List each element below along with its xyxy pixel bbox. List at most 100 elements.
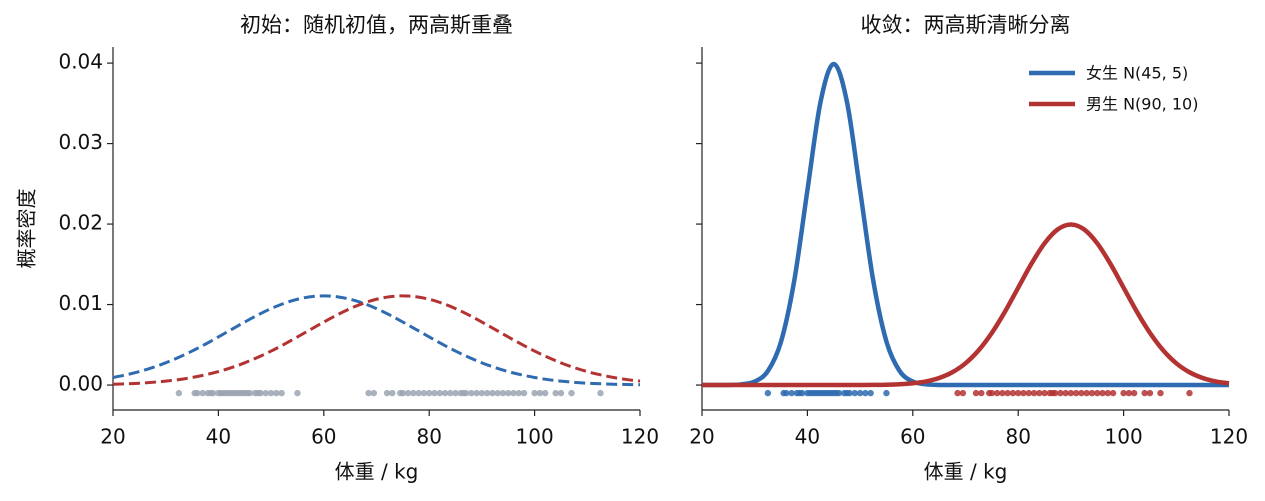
sample-point: [1009, 389, 1017, 397]
sample-point: [1109, 389, 1117, 397]
sample-point: [851, 389, 859, 397]
x-tick-label: 80: [416, 425, 441, 449]
sample-point: [468, 389, 475, 397]
sample-point: [536, 389, 544, 397]
y-tick-label: 0.01: [58, 291, 103, 315]
sample-point: [489, 389, 496, 397]
sample-point: [370, 389, 378, 397]
y-tick-label: 0.02: [58, 211, 103, 235]
sample-point: [1083, 389, 1090, 397]
sample-point: [399, 389, 407, 397]
sample-point: [798, 389, 806, 397]
sample-point: [483, 389, 491, 397]
sample-point: [478, 389, 486, 397]
sample-point: [365, 389, 372, 397]
sample-point: [835, 389, 843, 397]
sample-point: [389, 389, 396, 397]
sample-point: [431, 389, 438, 397]
x-tick-label: 60: [311, 425, 336, 449]
sample-point: [788, 389, 795, 397]
sample-point: [883, 389, 890, 397]
sample-point: [510, 389, 517, 397]
sample-point: [420, 389, 428, 397]
sample-point: [426, 389, 433, 397]
sample-point: [862, 389, 869, 397]
x-tick-label: 60: [900, 425, 925, 449]
y-tick-label: 0.04: [58, 50, 103, 74]
sample-point: [447, 389, 454, 397]
sample-point: [1094, 389, 1101, 397]
sample-point: [1051, 389, 1059, 397]
sample-point: [175, 389, 183, 397]
y-axis-label: 概率密度: [15, 189, 39, 269]
x-tick-label: 100: [1105, 425, 1143, 449]
x-tick-label: 120: [621, 425, 659, 449]
sample-point: [262, 389, 270, 397]
x-tick-label: 20: [100, 425, 125, 449]
sample-point: [383, 389, 391, 397]
sample-point: [846, 389, 853, 397]
sample-point: [1020, 389, 1027, 397]
sample-point: [1141, 389, 1148, 397]
sample-point: [867, 389, 874, 397]
sample-point: [993, 389, 1001, 397]
sample-point: [978, 389, 985, 397]
density-curve: [701, 61, 1229, 388]
sample-point: [246, 389, 254, 397]
sample-point: [441, 389, 449, 397]
y-tick-label: 0.00: [58, 372, 103, 396]
sample-point: [1004, 389, 1011, 397]
sample-point: [1015, 389, 1022, 397]
sample-point: [1030, 389, 1038, 397]
sample-point: [473, 389, 480, 397]
sample-point: [1157, 389, 1164, 397]
chart-title: 收敛：两高斯清晰分离: [861, 13, 1071, 37]
sample-point: [988, 389, 996, 397]
x-tick-label: 100: [516, 425, 554, 449]
x-axis-label: 体重 / kg: [924, 460, 1008, 484]
sample-point: [1125, 389, 1133, 397]
x-axis-label: 体重 / kg: [335, 460, 419, 484]
sample-point: [552, 389, 559, 397]
chart-title: 初始：随机初值，两高斯重叠: [240, 13, 513, 37]
sample-point: [959, 389, 967, 397]
sample-point: [999, 389, 1006, 397]
sample-point: [1099, 389, 1106, 397]
x-tick-label: 40: [795, 425, 820, 449]
sample-point: [1036, 389, 1043, 397]
sample-point: [972, 389, 980, 397]
sample-point: [520, 389, 528, 397]
sample-point: [294, 389, 301, 397]
sample-point: [1120, 389, 1127, 397]
sample-point: [278, 389, 285, 397]
sample-point: [1078, 389, 1085, 397]
x-tick-label: 120: [1210, 425, 1248, 449]
sample-point: [1146, 389, 1154, 397]
density-curve: [701, 222, 1230, 388]
sample-point: [257, 389, 264, 397]
sample-point: [1130, 389, 1138, 397]
x-tick-label: 20: [689, 425, 714, 449]
density-curve: [112, 294, 641, 387]
sample-point: [462, 389, 470, 397]
sample-point: [954, 389, 961, 397]
sample-point: [541, 389, 549, 397]
sample-point: [1067, 389, 1075, 397]
sample-point: [1186, 389, 1193, 397]
sample-point: [199, 389, 206, 397]
density-curve: [112, 294, 641, 386]
sample-point: [494, 389, 501, 397]
y-tick-label: 0.03: [58, 130, 103, 154]
sample-point: [1088, 389, 1096, 397]
sample-point: [436, 389, 443, 397]
sample-point: [505, 389, 512, 397]
sample-point: [209, 389, 217, 397]
sample-point: [410, 389, 417, 397]
sample-point: [764, 389, 772, 397]
sample-point: [1062, 389, 1069, 397]
x-tick-label: 80: [1005, 425, 1030, 449]
sample-point: [531, 389, 538, 397]
sample-point: [194, 389, 201, 397]
sample-point: [1025, 389, 1032, 397]
